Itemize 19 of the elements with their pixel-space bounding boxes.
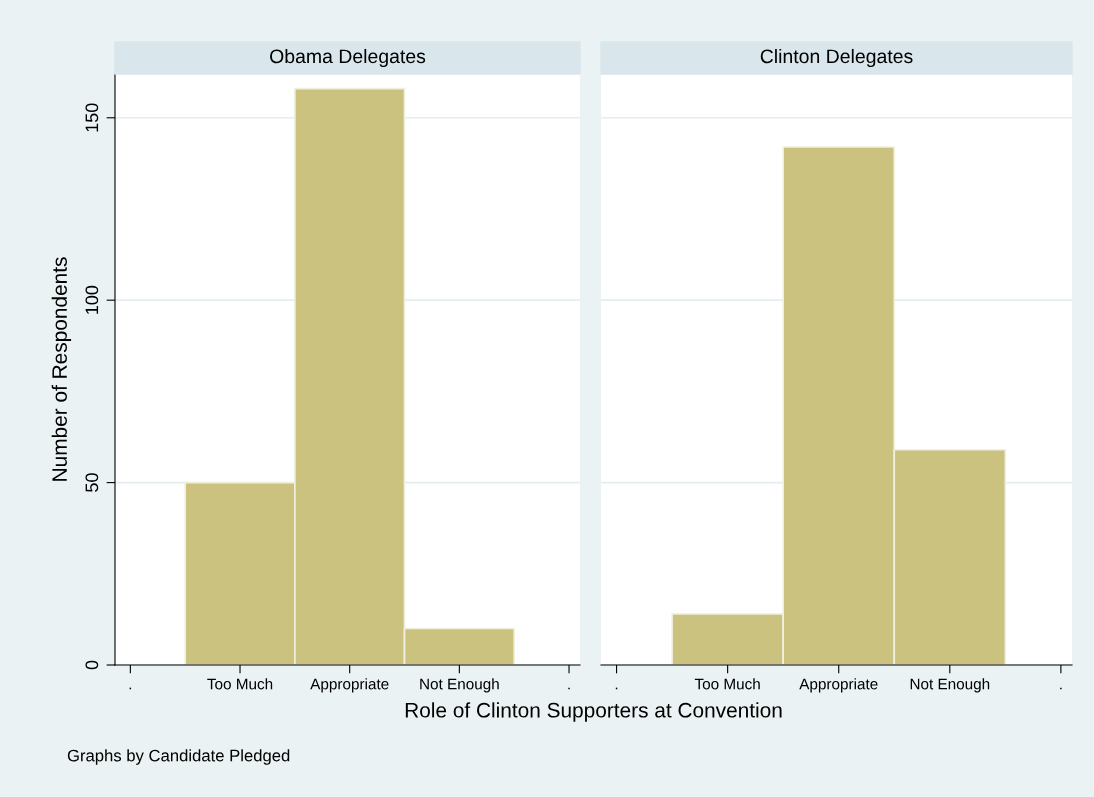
x-tick-label: Appropriate [310, 678, 389, 693]
y-tick-label: 150 [85, 103, 99, 132]
chart-title: Clinton Delegates [760, 48, 913, 68]
y-tick-label: 100 [85, 285, 99, 314]
y-tick-label: 0 [85, 660, 99, 670]
chart-title: Obama Delegates [270, 48, 426, 68]
x-tick-label: Appropriate [799, 678, 878, 693]
text: Graphs by Candidate Pledged [67, 749, 290, 765]
x-tick-label: Too Much [207, 678, 273, 690]
x-tick-label: Not Enough [910, 678, 990, 693]
x-axis-title: Role of Clinton Supporters at Convention [405, 702, 782, 722]
x-tick-label: . [1060, 687, 1062, 690]
y-axis-title: Number of Respondents [51, 257, 72, 481]
x-tick-label: . [129, 687, 132, 690]
x-tick-label: . [615, 687, 618, 690]
x-tick-label: . [568, 687, 570, 690]
x-tick-label: Not Enough [420, 678, 499, 693]
x-tick-label: Too Much [694, 678, 760, 690]
y-tick-label: 50 [85, 473, 99, 492]
